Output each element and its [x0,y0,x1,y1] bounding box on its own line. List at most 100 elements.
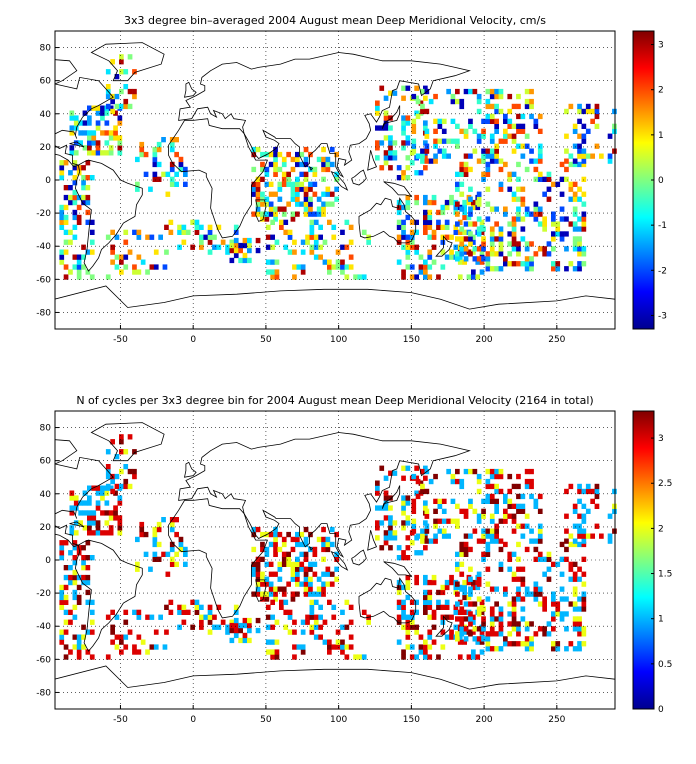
data-cell [427,614,433,620]
data-cell [168,219,174,225]
data-cell [568,576,574,582]
data-cell [270,234,275,240]
data-cell [533,586,539,592]
data-cell [73,150,79,156]
data-cell [119,254,124,260]
data-cell [295,186,300,192]
coastline [308,165,314,171]
data-cell [462,229,467,235]
data-cell [312,191,318,197]
data-cell [273,211,278,217]
data-cell [388,125,393,131]
data-cell [105,483,111,490]
data-cell [388,515,393,521]
data-cell [185,229,191,235]
data-cell [581,533,587,539]
data-cell [59,555,65,561]
data-cell [559,216,565,222]
data-cell [524,166,530,173]
data-cell [72,234,78,240]
data-cell [136,234,142,240]
data-cell [396,604,402,610]
data-cell [444,604,450,610]
data-cell [140,639,146,645]
data-cell [507,108,513,115]
data-cell [529,241,534,247]
data-cell [537,206,543,212]
data-cell [485,631,491,637]
data-cell [423,219,428,225]
data-cell [260,591,265,597]
data-cell [489,626,495,632]
data-cell [498,241,504,247]
data-cell [415,113,421,120]
data-cell [520,153,526,159]
data-cell [414,170,419,176]
data-cell [177,244,182,250]
data-cell [247,637,252,644]
data-cell [405,234,411,240]
data-cell [265,234,271,240]
data-cell [108,485,114,491]
data-cell [100,130,105,136]
data-cell [164,604,169,610]
data-cell [498,231,504,237]
velocity-map-cells [59,54,617,280]
data-cell [546,566,552,572]
data-cell [299,551,305,557]
data-cell [274,639,280,645]
data-cell [485,261,491,267]
data-cell [444,599,450,605]
data-cell [136,229,142,235]
data-cell [476,98,482,105]
data-cell [462,259,467,265]
data-cell [441,508,447,514]
data-cell [207,629,213,635]
data-cell [444,584,450,591]
data-cell [91,520,97,526]
data-cell [81,565,86,571]
colorbar-tick-label: 2 [658,524,664,534]
data-cell [379,545,385,551]
data-cell [273,191,278,197]
data-cell [551,216,556,222]
data-cell [405,574,411,581]
data-cell [498,186,504,192]
data-cell [503,641,508,647]
data-cell [564,246,569,252]
data-cell [270,269,275,275]
data-cell [524,133,530,139]
data-cell [537,528,543,534]
data-cell [471,629,476,635]
data-cell [212,244,217,250]
data-cell [463,161,469,168]
data-cell [316,156,322,163]
data-cell [572,266,578,272]
data-cell [268,181,274,187]
data-cell [472,148,478,154]
data-cell [533,596,539,602]
data-cell [322,619,328,625]
data-cell [529,468,534,475]
data-cell [564,646,569,652]
data-cell [334,556,339,562]
data-cell [123,239,129,245]
coastline [69,141,85,148]
data-cell [156,521,162,528]
data-cell [415,493,421,500]
data-cell [498,566,504,572]
data-cell [287,229,293,235]
data-cell [325,566,331,572]
data-cell [411,93,417,100]
data-cell [564,596,569,602]
data-cell [489,133,495,139]
coastline [383,181,413,198]
data-cell [511,621,517,627]
data-cell [295,161,300,168]
data-cell [433,93,438,100]
data-cell [568,161,574,168]
data-cell [542,571,547,577]
data-cell [498,626,504,632]
data-cell [485,646,491,652]
data-cell [489,586,495,592]
